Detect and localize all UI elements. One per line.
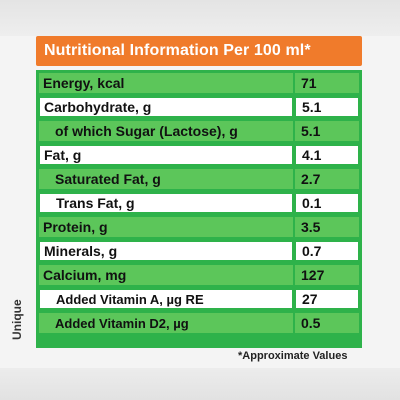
row-label: of which Sugar (Lactose), g bbox=[39, 121, 293, 141]
row-label: Minerals, g bbox=[39, 241, 293, 261]
footnote: *Approximate Values bbox=[238, 350, 348, 362]
table-row: Carbohydrate, g 5.1 bbox=[39, 97, 359, 117]
row-value: 127 bbox=[295, 265, 359, 285]
table-row: Saturated Fat, g 2.7 bbox=[39, 169, 359, 189]
row-label: Trans Fat, g bbox=[39, 193, 293, 213]
row-label: Energy, kcal bbox=[39, 73, 293, 93]
table-row: Calcium, mg 127 bbox=[39, 265, 359, 285]
table-row: Energy, kcal 71 bbox=[39, 73, 359, 93]
row-value: 0.7 bbox=[295, 241, 359, 261]
row-label: Added Vitamin D2, µg bbox=[39, 313, 293, 333]
nutrition-header: Nutritional Information Per 100 ml* bbox=[36, 36, 362, 66]
row-value: 4.1 bbox=[295, 145, 359, 165]
table-row: Added Vitamin D2, µg 0.5 bbox=[39, 313, 359, 333]
row-label: Calcium, mg bbox=[39, 265, 293, 285]
packaging-bottom bbox=[0, 368, 400, 400]
row-label: Saturated Fat, g bbox=[39, 169, 293, 189]
side-brand-text: Unique bbox=[10, 299, 24, 340]
row-value: 27 bbox=[295, 289, 359, 309]
row-label: Protein, g bbox=[39, 217, 293, 237]
row-value: 3.5 bbox=[295, 217, 359, 237]
row-value: 5.1 bbox=[295, 97, 359, 117]
row-label: Fat, g bbox=[39, 145, 293, 165]
row-value: 71 bbox=[295, 73, 359, 93]
nutrition-table: Energy, kcal 71 Carbohydrate, g 5.1 of w… bbox=[36, 70, 362, 348]
table-row: Minerals, g 0.7 bbox=[39, 241, 359, 261]
table-row: Protein, g 3.5 bbox=[39, 217, 359, 237]
row-value: 5.1 bbox=[295, 121, 359, 141]
row-label: Carbohydrate, g bbox=[39, 97, 293, 117]
table-row: Fat, g 4.1 bbox=[39, 145, 359, 165]
row-label: Added Vitamin A, µg RE bbox=[39, 289, 293, 309]
row-value: 0.1 bbox=[295, 193, 359, 213]
table-row: of which Sugar (Lactose), g 5.1 bbox=[39, 121, 359, 141]
table-row: Added Vitamin A, µg RE 27 bbox=[39, 289, 359, 309]
nutrition-title: Nutritional Information Per 100 ml* bbox=[44, 42, 311, 59]
packaging-top bbox=[0, 0, 400, 36]
row-value: 0.5 bbox=[295, 313, 359, 333]
table-row: Trans Fat, g 0.1 bbox=[39, 193, 359, 213]
row-value: 2.7 bbox=[295, 169, 359, 189]
